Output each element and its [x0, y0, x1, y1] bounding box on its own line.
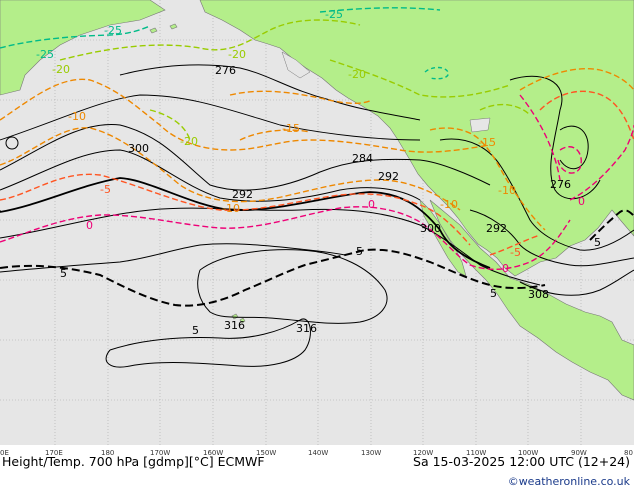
lon-tick: 120W	[413, 449, 433, 457]
valid-time: Sa 15-03-2025 12:00 UTC (12+24)	[413, 454, 630, 469]
temp-label: -25	[325, 8, 343, 21]
lon-tick: 160W	[203, 449, 223, 457]
temp-labels: -25 -25 -25 -20 -20 -20 -20 -15 -15 -10 …	[36, 8, 601, 337]
temp-label: 5	[192, 324, 199, 337]
temp-label: 5	[490, 287, 497, 300]
temp-label: 0	[502, 262, 509, 275]
height-label: 284	[352, 152, 373, 165]
temp-label: -20	[180, 135, 198, 148]
temp-label: -10	[498, 184, 516, 197]
lon-tick: 170W	[150, 449, 170, 457]
temp-label: -15	[282, 122, 300, 135]
height-label: 316	[296, 322, 317, 335]
height-label: 276	[215, 64, 236, 77]
height-contours	[0, 64, 634, 368]
temp-label: 0	[578, 195, 585, 208]
height-label: 300	[420, 222, 441, 235]
longitude-axis: 0E 170E 180 170W 160W 150W 140W 130W 120…	[0, 449, 633, 457]
height-label: 316	[224, 319, 245, 332]
temp-label: -10	[222, 202, 240, 215]
lon-tick: 180	[101, 449, 114, 457]
temp-label: -15	[478, 136, 496, 149]
height-label: 292	[378, 170, 399, 183]
coast-detail	[281, 51, 491, 133]
temp-label: -20	[348, 68, 366, 81]
height-label: 292	[232, 188, 253, 201]
temp-label: -10	[440, 198, 458, 211]
height-labels: 276 300 292 284 292 300 292 276 308 316 …	[128, 64, 571, 335]
height-label: 308	[528, 288, 549, 301]
lon-tick: 100W	[518, 449, 538, 457]
temp-label: 0	[86, 219, 93, 232]
temp-label: -5	[100, 183, 111, 196]
temp-label: 5	[60, 267, 67, 280]
lon-tick: 150W	[256, 449, 276, 457]
temp-label: -20	[228, 48, 246, 61]
lon-tick: 140W	[308, 449, 328, 457]
temp-label: -5	[510, 246, 521, 259]
credit-link[interactable]: ©weatheronline.co.uk	[508, 475, 631, 488]
temp-label: -10	[68, 110, 86, 123]
temp-label: -25	[36, 48, 54, 61]
lon-tick: 80	[624, 449, 633, 457]
height-label: 292	[486, 222, 507, 235]
lon-tick: 110W	[466, 449, 486, 457]
temp-label: 0	[368, 198, 375, 211]
lon-tick: 0E	[0, 449, 9, 457]
height-label: 276	[550, 178, 571, 191]
temp-contours	[0, 7, 634, 307]
map-title: Height/Temp. 700 hPa [gdmp][°C] ECMWF	[2, 454, 265, 469]
temp-label: 5	[594, 236, 601, 249]
lon-tick: 130W	[361, 449, 381, 457]
temp-label: -20	[52, 63, 70, 76]
lon-tick: 170E	[45, 449, 63, 457]
footer-band	[0, 445, 634, 490]
temp-label: -25	[104, 24, 122, 37]
lon-tick: 90W	[571, 449, 587, 457]
temp-label: 5	[356, 245, 363, 258]
height-label: 300	[128, 142, 149, 155]
